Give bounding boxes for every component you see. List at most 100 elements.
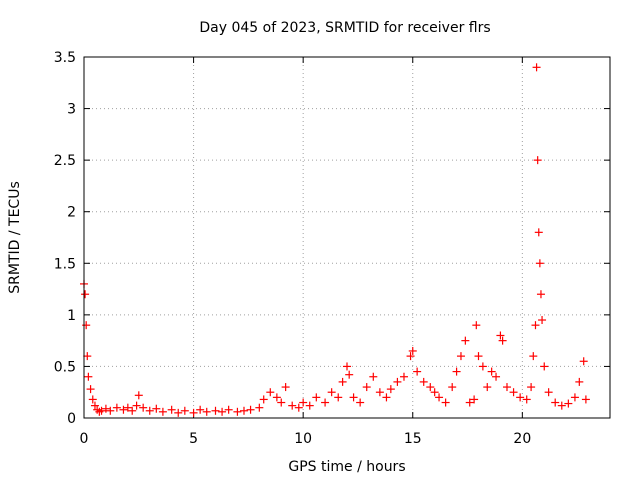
data-point [533, 156, 542, 165]
data-point [88, 395, 97, 404]
data-point [180, 406, 189, 415]
data-point [255, 403, 264, 412]
chart-title: Day 045 of 2023, SRMTID for receiver flr… [199, 20, 490, 36]
data-point [211, 406, 220, 415]
data-point [139, 403, 148, 412]
data-point [196, 405, 205, 414]
data-point [498, 336, 507, 345]
data-point [465, 398, 474, 407]
data-point [305, 401, 314, 410]
data-point [487, 367, 496, 376]
data-point [288, 401, 297, 410]
data-point [419, 377, 428, 386]
data-point [516, 393, 525, 402]
data-point [575, 377, 584, 386]
data-point [218, 407, 227, 416]
data-point [101, 404, 110, 413]
data-point [338, 377, 347, 386]
points-layer [80, 63, 590, 417]
data-point [529, 352, 538, 361]
data-point [461, 336, 470, 345]
plot-frame [83, 56, 611, 419]
data-point [430, 388, 439, 397]
data-point [86, 385, 95, 394]
data-point [544, 388, 553, 397]
data-point [386, 385, 395, 394]
data-point [134, 391, 143, 400]
data-point [83, 352, 92, 361]
data-point [82, 321, 91, 330]
data-point [123, 403, 132, 412]
data-point [538, 316, 547, 325]
data-point [492, 372, 501, 381]
data-point [362, 383, 371, 392]
data-point [399, 372, 408, 381]
data-point [343, 362, 351, 371]
data-point [97, 406, 106, 415]
data-point [369, 372, 378, 381]
data-point [345, 370, 354, 379]
data-point [202, 407, 211, 416]
data-point [81, 290, 90, 299]
data-point [470, 395, 479, 404]
data-point [167, 405, 176, 414]
y-tick-label: 0 [67, 411, 76, 427]
data-point [112, 403, 121, 412]
data-point [382, 393, 391, 402]
data-point [334, 393, 343, 402]
y-tick-label: 2.5 [54, 153, 76, 169]
data-point [128, 406, 137, 415]
data-point [532, 63, 541, 72]
data-point [132, 401, 141, 410]
data-point [448, 383, 457, 392]
data-point [509, 388, 518, 397]
data-point [527, 383, 536, 392]
data-point [233, 407, 242, 416]
data-point [570, 393, 579, 402]
y-tick-label: 2 [67, 205, 76, 221]
data-point [375, 388, 384, 397]
data-point [152, 404, 161, 413]
data-point [474, 352, 483, 361]
y-tick-label: 1 [67, 308, 76, 324]
data-point [277, 398, 286, 407]
data-point [502, 383, 511, 392]
data-point [456, 352, 465, 361]
data-point [119, 405, 128, 414]
data-point [224, 405, 233, 414]
data-point [145, 406, 154, 415]
data-point [441, 398, 450, 407]
data-point [294, 403, 303, 412]
data-point [435, 393, 444, 402]
data-point [413, 367, 422, 376]
data-point [496, 331, 505, 340]
data-point [557, 401, 566, 410]
y-axis-label: SRMTID / TECUs [7, 181, 23, 294]
data-point [408, 346, 417, 355]
data-point [106, 406, 115, 415]
data-point [581, 395, 590, 404]
x-tick-label: 10 [294, 431, 312, 447]
data-point [426, 383, 435, 392]
data-point [531, 321, 540, 330]
data-point [540, 362, 549, 371]
data-point [579, 357, 588, 366]
data-point [246, 405, 255, 414]
data-point [272, 393, 281, 402]
data-point [406, 352, 415, 361]
data-point [174, 408, 183, 417]
data-point [472, 321, 481, 330]
y-tick-label: 3 [67, 102, 76, 118]
data-point [452, 367, 461, 376]
data-point [189, 408, 198, 417]
data-point [522, 395, 531, 404]
data-point [84, 372, 93, 381]
x-tick-label: 0 [80, 431, 89, 447]
data-point [266, 388, 275, 397]
y-tick-label: 3.5 [54, 50, 76, 66]
data-point [483, 383, 492, 392]
data-point [536, 290, 545, 299]
data-point [478, 362, 487, 371]
data-point [158, 407, 167, 416]
